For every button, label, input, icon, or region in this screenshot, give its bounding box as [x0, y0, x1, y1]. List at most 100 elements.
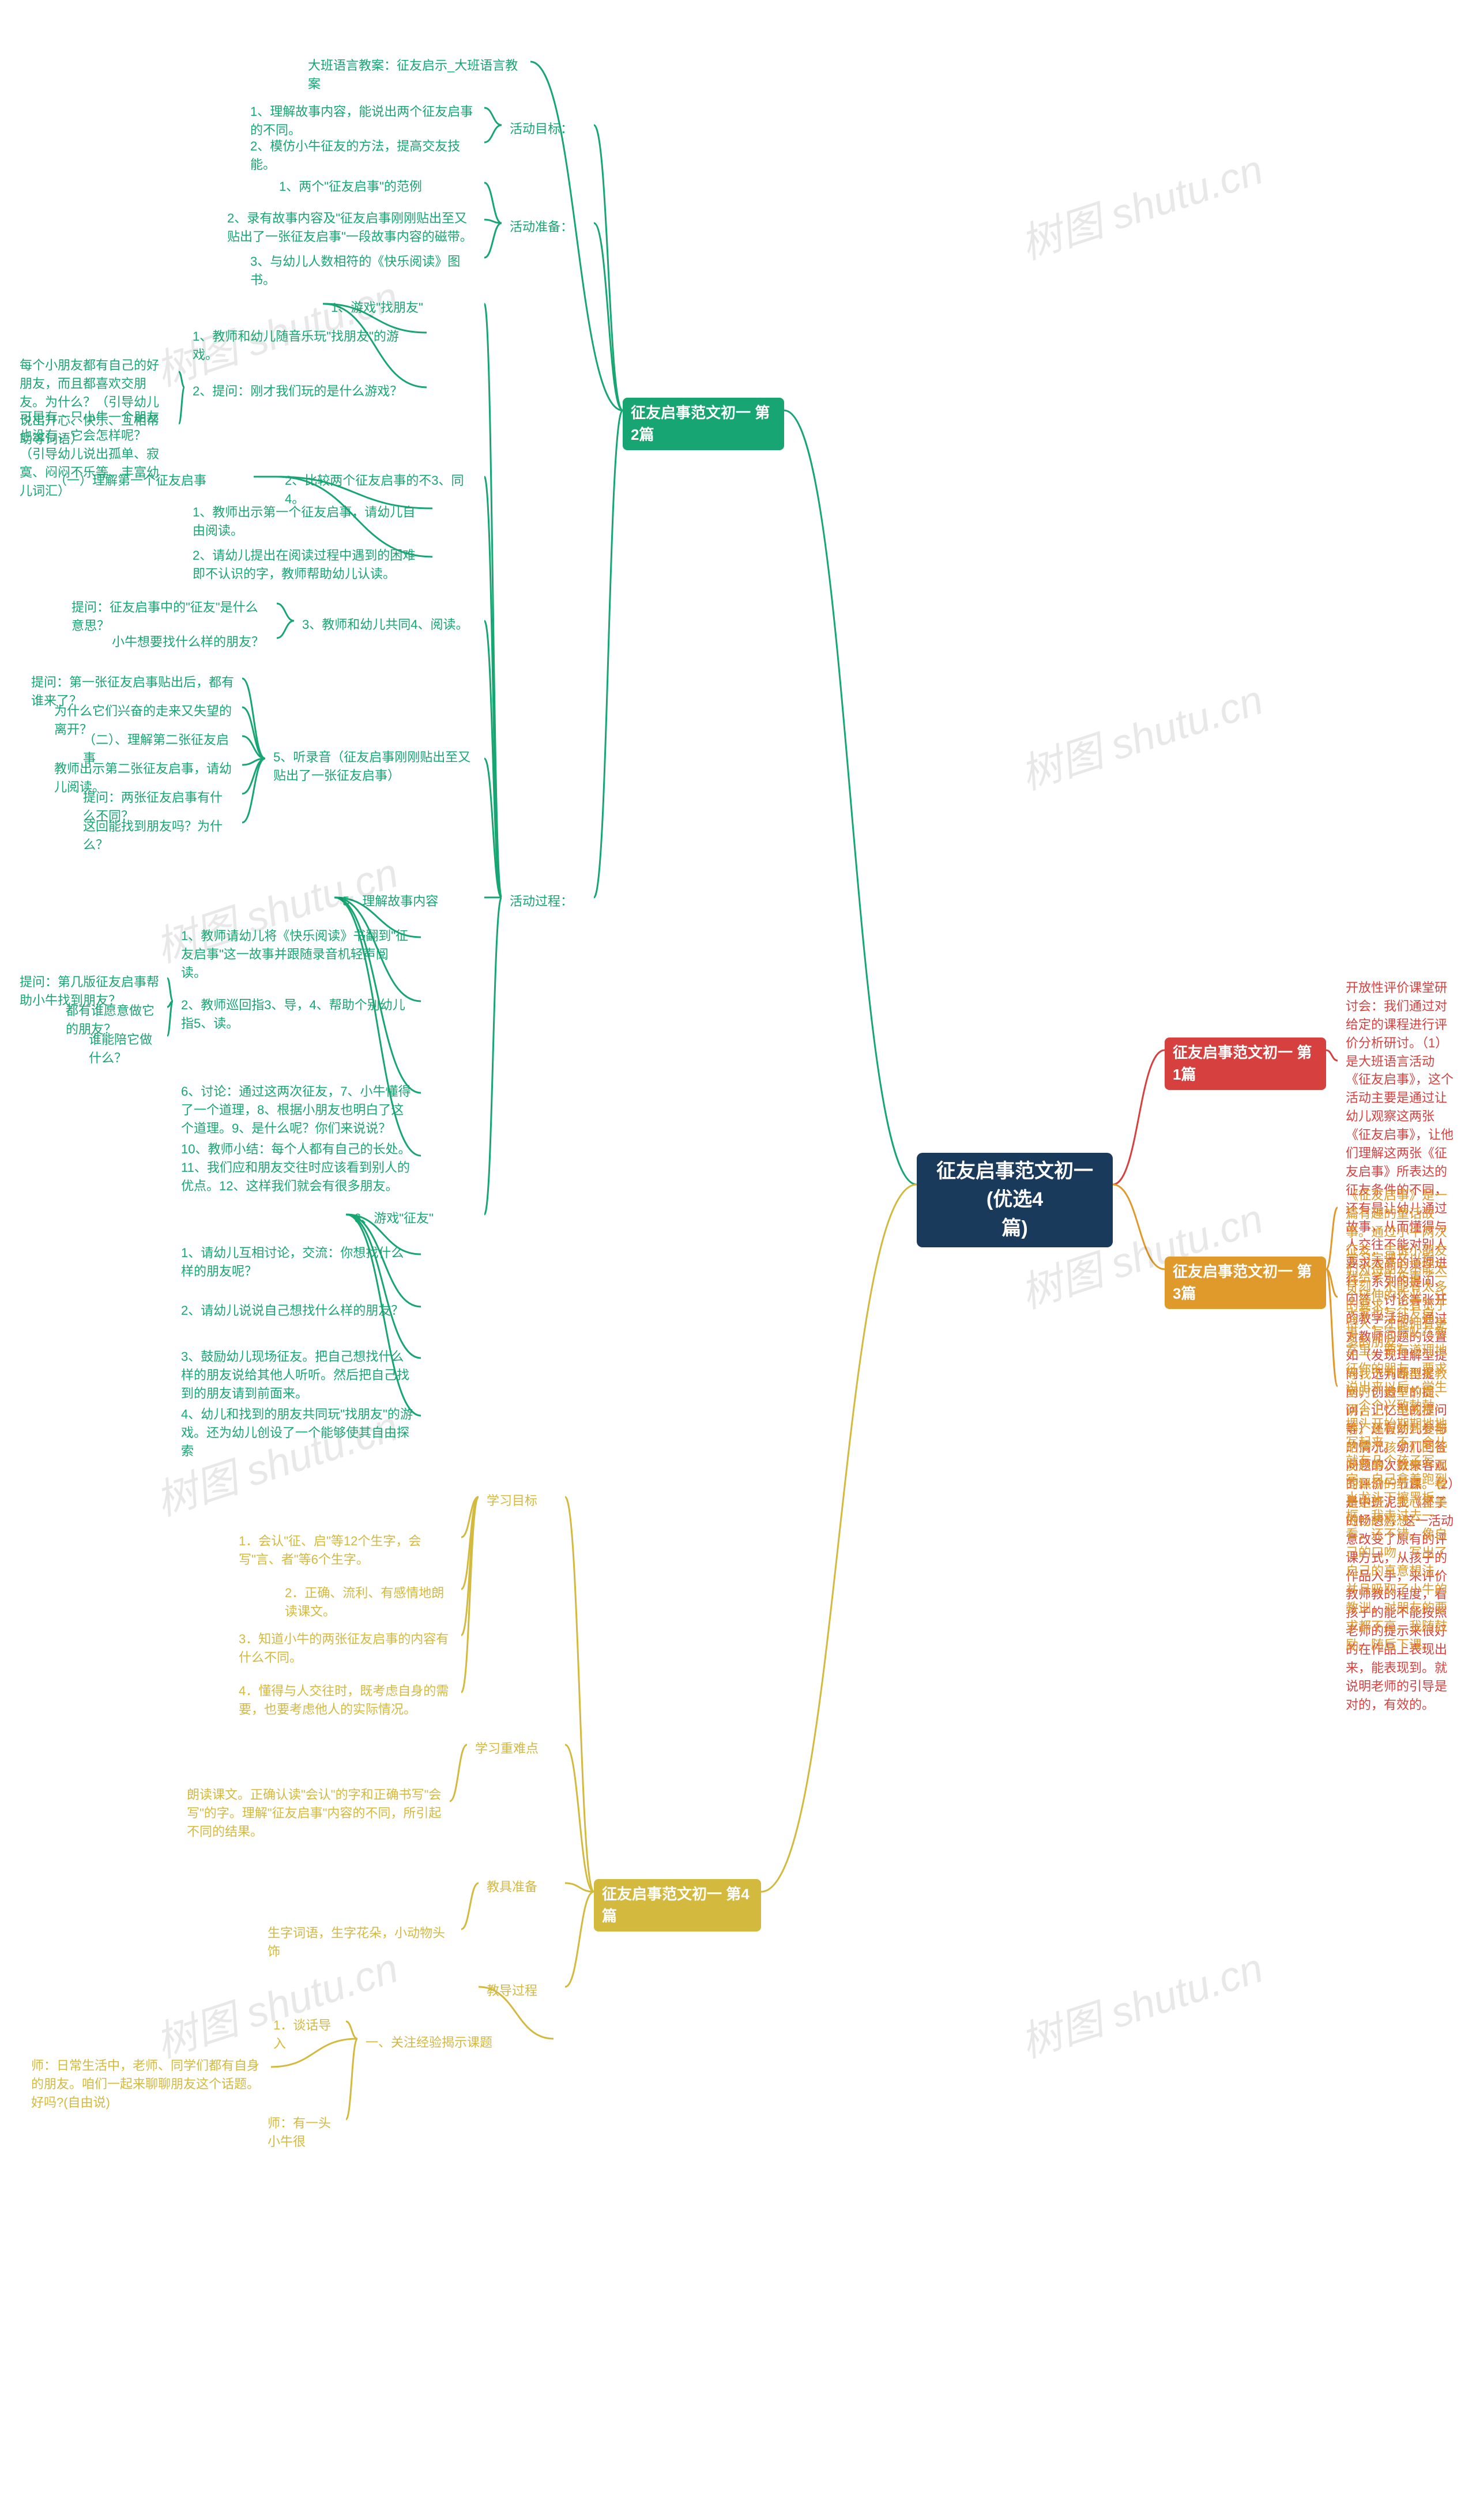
leaf-node: （一）理解第一个征友启事: [46, 467, 254, 495]
central-node: 征友启事范文初一(优选4 篇): [917, 1153, 1113, 1247]
edge: [484, 477, 502, 897]
edge: [242, 707, 265, 759]
edge: [461, 1497, 479, 1692]
leaf-node: 教导过程: [479, 1977, 565, 2005]
leaf-node: 一、关注经验揭示课题: [357, 2029, 554, 2057]
watermark: 树图 shutu.cn: [1011, 666, 1269, 801]
edge: [461, 1497, 479, 1635]
edge: [461, 1497, 479, 1537]
edge: [167, 1001, 173, 1036]
edge: [450, 1745, 467, 1801]
leaf-node: 生字词语，生字花朵，小动物头饰: [259, 1919, 461, 1966]
edge: [761, 1184, 917, 1892]
leaf-node: 1、两个"征友启事"的范例: [271, 173, 484, 201]
branch-node: 征友启事范文初一 第2篇: [623, 398, 784, 450]
leaf-node: 活动目标：: [502, 115, 594, 143]
edge: [277, 603, 294, 621]
edge: [1326, 1269, 1338, 1297]
leaf-node: 5、理解故事内容: [334, 888, 484, 915]
edge: [594, 223, 623, 410]
edge: [1326, 1050, 1338, 1061]
edge: [484, 125, 502, 142]
leaf-node: 6、游戏"征友": [346, 1205, 484, 1232]
leaf-node: 师：日常生活中，老师、同学们都有自身的朋友。咱们一起来聊聊朋友这个话题。好吗?(…: [23, 2052, 271, 2117]
edge: [484, 759, 502, 897]
leaf-node: 谁能陪它做什么？: [81, 1026, 167, 1072]
branch-node: 征友启事范文初一 第3篇: [1165, 1257, 1326, 1309]
edge: [179, 387, 184, 424]
edge: [1113, 1050, 1165, 1184]
edge: [484, 223, 502, 258]
edge: [565, 1892, 594, 1987]
leaf-node: 1、教师和幼儿随音乐玩"找朋友"的游戏。: [184, 323, 427, 369]
edge: [242, 678, 265, 759]
leaf-node: 2、请幼儿提出在阅读过程中遇到的困难即不认识的字，教师帮助幼儿认读。: [184, 542, 432, 588]
leaf-node: 活动过程：: [502, 888, 594, 915]
leaf-node: 10、教师小结：每个人都有自己的长处。11、我们应和朋友交往时应该看到别人的优点…: [173, 1135, 421, 1200]
leaf-node: 1．会认"征、启"等12个生字，会写"言、者"等6个生字。: [231, 1527, 461, 1574]
watermark: 树图 shutu.cn: [1011, 1934, 1269, 2069]
leaf-node: 2、请幼儿说说自己想找什么样的朋友？: [173, 1297, 421, 1325]
leaf-node: 2、教师巡回指3、导，4、帮助个别幼儿指5、读。: [173, 991, 421, 1038]
edge: [242, 759, 265, 823]
edge: [346, 2021, 357, 2039]
leaf-node: 3、与幼儿人数相符的《快乐阅读》图书。: [242, 248, 484, 294]
edge: [484, 897, 502, 1214]
leaf-node: 1、游戏"找朋友": [323, 294, 484, 322]
edge: [565, 1497, 594, 1892]
mindmap-canvas: 树图 shutu.cn树图 shutu.cn树图 shutu.cn树图 shut…: [0, 0, 1476, 2520]
edge: [565, 1883, 594, 1892]
leaf-node: 1．谈话导入: [265, 2012, 346, 2058]
leaf-node: 1、教师出示第一个征友启事，请幼儿自由阅读。: [184, 499, 432, 545]
edge: [484, 108, 502, 125]
leaf-node: 3、教师和幼儿共同4、阅读。: [294, 611, 484, 639]
edge: [594, 410, 623, 897]
leaf-node: 2、录有故事内容及"征友启事刚刚贴出至又贴出了一张征友启事"一段故事内容的磁带。: [219, 205, 484, 251]
edge: [346, 1214, 421, 1358]
edge: [1326, 1208, 1338, 1269]
edge: [594, 125, 623, 410]
leaf-node: 6、讨论：通过这两次征友，7、小牛懂得了一个道理，8、根据小朋友也明白了这个道理…: [173, 1078, 421, 1142]
edge: [346, 2039, 357, 2119]
edge: [565, 1745, 594, 1892]
edge: [242, 759, 265, 765]
edge: [461, 1497, 479, 1589]
edge: [484, 220, 502, 223]
edge: [242, 736, 265, 759]
leaf-node: 师：有一头小牛很: [259, 2110, 346, 2156]
edge: [1113, 1184, 1165, 1269]
edge: [461, 1883, 479, 1929]
leaf-node: 小牛想要找什么样的朋友？: [104, 628, 277, 656]
leaf-node: 2、模仿小牛征友的方法，提高交友技能。: [242, 133, 484, 179]
leaf-node: 3、鼓励幼儿现场征友。把自己想找什么样的朋友说给其他人听听。然后把自己找到的朋友…: [173, 1343, 421, 1408]
leaf-node: 活动准备：: [502, 213, 594, 241]
edge: [167, 1001, 173, 1007]
watermark: 树图 shutu.cn: [1011, 135, 1269, 271]
edge: [167, 978, 173, 1001]
leaf-node: 等我下节课再来教室时，教室前面、讲台上，电视框前，黑板前到处都贴满了孩子们的征友…: [1338, 1360, 1464, 1535]
leaf-node: 大班语言教案：征友启示_大班语言教案: [300, 52, 530, 98]
edge: [1326, 1269, 1338, 1386]
leaf-node: 学习目标: [479, 1487, 565, 1515]
leaf-node: 1、教师请幼儿将《快乐阅读》书翻到"征友启事"这一故事并跟随录音机轻声阅读。: [173, 922, 421, 987]
leaf-node: 朗读课文。正确认读"会认"的字和正确书写"会写"的字。理解"征友启事"内容的不同…: [179, 1781, 450, 1846]
edge: [784, 410, 917, 1184]
edge: [242, 759, 265, 794]
leaf-node: 1、请幼儿互相讨论，交流：你想找什么样的朋友呢？: [173, 1239, 421, 1285]
edge: [484, 304, 502, 897]
leaf-node: 教具准备: [479, 1873, 565, 1901]
edge: [179, 372, 184, 387]
edge: [484, 621, 502, 897]
edge: [277, 621, 294, 638]
branch-node: 征友启事范文初一 第4篇: [594, 1879, 761, 1932]
leaf-node: 4、幼儿和找到的朋友共同玩"找朋友"的游戏。还为幼儿创设了一个能够使其自由探索: [173, 1401, 421, 1465]
leaf-node: 学习重难点: [467, 1735, 565, 1763]
leaf-node: 2、提问：刚才我们玩的是什么游戏？: [184, 378, 427, 405]
leaf-node: 3．知道小牛的两张征友启事的内容有什么不同。: [231, 1625, 461, 1672]
leaf-node: 2．正确、流利、有感情地朗读课文。: [277, 1579, 461, 1625]
leaf-node: 5、听录音（征友启事刚刚贴出至又贴出了一张征友启事）: [265, 744, 484, 790]
leaf-node: 这回能找到朋友吗？为什么？: [75, 813, 242, 859]
leaf-node: 4．懂得与人交往时，既考虑自身的需要，也要考虑他人的实际情况。: [231, 1677, 461, 1723]
branch-node: 征友启事范文初一 第1篇: [1165, 1038, 1326, 1090]
edge: [484, 183, 502, 223]
